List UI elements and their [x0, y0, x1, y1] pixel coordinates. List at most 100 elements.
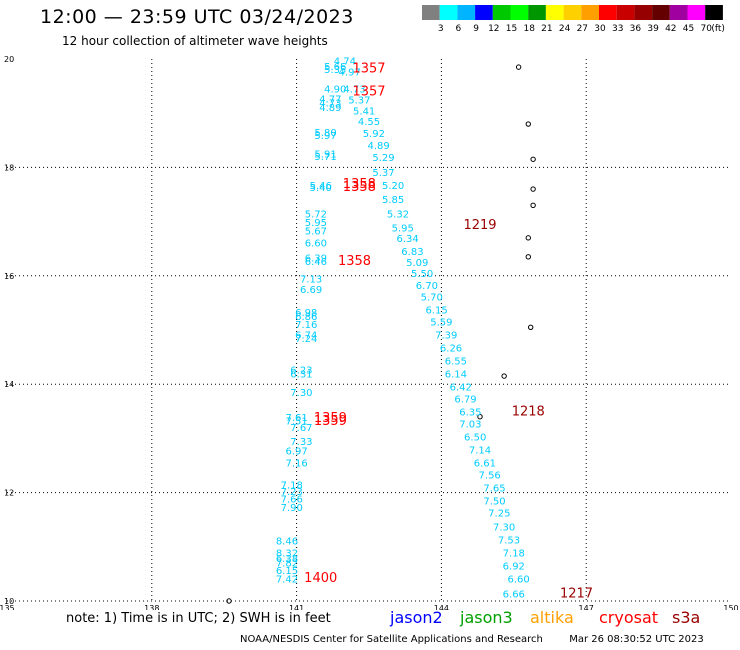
time-label: 1359: [314, 414, 347, 429]
legend-swatch: [599, 5, 617, 20]
island-outline: [525, 235, 531, 241]
swh-label: 4.55: [358, 117, 380, 128]
lon-tick-label: 147: [579, 604, 594, 610]
lat-tick-label: 14: [4, 380, 14, 389]
swh-label: 7.24: [295, 334, 317, 345]
island-outline: [525, 121, 531, 127]
swh-label: 7.39: [435, 331, 457, 342]
swh-label: 6.70: [416, 281, 438, 292]
swh-label: 7.18: [503, 549, 525, 560]
legend-swatch: [616, 5, 635, 20]
swh-label: 5.66: [324, 62, 346, 73]
legend-swatch: [652, 5, 670, 20]
legend-swatch: [439, 5, 458, 20]
sat-label-jason3: jason3: [460, 608, 513, 627]
swh-label: 5.92: [363, 129, 385, 140]
swh-label: 6.55: [445, 357, 467, 368]
legend-tick-label: 18: [523, 24, 535, 34]
swh-label: 7.18: [281, 480, 303, 491]
swh-label: 4.77: [319, 94, 341, 105]
swh-label: 5.72: [305, 209, 327, 220]
legend-swatch: [687, 5, 706, 20]
swh-label: 6.69: [300, 285, 322, 296]
swh-label: 4.74: [334, 56, 356, 67]
lon-tick-label: 141: [289, 604, 304, 610]
legend-tick-label: 30: [594, 24, 606, 34]
swh-label: 7.66: [281, 494, 303, 505]
legend-swatch: [545, 5, 564, 20]
lon-tick-label: 144: [434, 604, 449, 610]
legend-swatch: [475, 5, 493, 20]
swh-label: 6.74: [295, 331, 317, 342]
swh-label: 7.56: [479, 471, 501, 482]
swh-label: 5.91: [314, 150, 336, 161]
legend-unit-label: (ft): [711, 24, 725, 34]
legend-swatch: [510, 5, 529, 20]
legend-tick-label: 6: [456, 24, 462, 34]
credit-text: NOAA/NESDIS Center for Satellite Applica…: [240, 634, 543, 645]
swh-label: 5.32: [387, 209, 409, 220]
island-outline: [477, 414, 483, 420]
footer-credit: NOAA/NESDIS Center for Satellite Applica…: [240, 634, 704, 645]
swh-label: 7.53: [498, 536, 520, 547]
swh-label: 8.46: [276, 537, 298, 548]
lon-tick-label: 135: [0, 604, 15, 610]
island-outline: [530, 202, 536, 209]
swh-label: 5.37: [348, 95, 370, 106]
swh-label: 6.31: [290, 370, 312, 381]
island-outline: [530, 156, 536, 162]
swh-label: 6.60: [507, 575, 529, 586]
legend-swatch: [528, 5, 546, 20]
swh-label: 7.51: [285, 416, 307, 427]
legend-swatch: [492, 5, 511, 20]
swh-label: 5.80: [314, 128, 336, 139]
legend-swatch: [457, 5, 476, 20]
swh-label: 7.23: [281, 487, 303, 498]
swh-label: 6.35: [459, 408, 481, 419]
swh-label: 6.79: [454, 395, 476, 406]
swh-label: 5.40: [310, 183, 332, 194]
time-label: 1357: [352, 62, 385, 77]
swh-label: 4.89: [368, 141, 390, 152]
swh-label: 8.32: [276, 549, 298, 560]
lat-tick-label: 20: [4, 55, 14, 64]
legend-swatch: [669, 5, 688, 20]
time-label: 1219: [463, 218, 496, 233]
swh-label: 5.29: [372, 153, 394, 164]
swh-label: 5.50: [411, 269, 433, 280]
swh-label: 7.50: [483, 497, 505, 508]
swh-label: 5.46: [310, 181, 332, 192]
time-label: 1218: [512, 405, 545, 420]
swh-label: 5.85: [382, 195, 404, 206]
legend-tick-label: 33: [612, 24, 623, 34]
island-outline: [530, 186, 536, 192]
legend-tick-label: 15: [506, 24, 517, 34]
swh-label: 5.37: [372, 168, 394, 179]
swh-label: 6.50: [464, 433, 486, 444]
swh-label: 5.95: [305, 218, 327, 229]
page-subtitle: 12 hour collection of altimeter wave hei…: [62, 34, 328, 48]
time-label: 1358: [343, 177, 376, 192]
swh-label: 5.70: [421, 293, 443, 304]
swh-label: 7.03: [459, 420, 481, 431]
swh-label: 5.41: [353, 106, 375, 117]
legend-tick-label: 27: [577, 24, 588, 34]
lat-tick-label: 16: [4, 272, 14, 281]
lon-tick-label: 150: [723, 604, 738, 610]
time-label: 1357: [352, 84, 385, 99]
swh-label: 7.61: [285, 413, 307, 424]
swh-label: 4.97: [339, 67, 361, 78]
legend-swatch: [581, 5, 599, 20]
swh-label: 5.97: [314, 131, 336, 142]
swh-label: 7.25: [488, 508, 510, 519]
swh-label: 7.14: [469, 446, 491, 457]
swh-label: 6.23: [290, 365, 312, 376]
island-outline: [527, 324, 534, 330]
footer-note: note: 1) Time is in UTC; 2) SWH is in fe…: [66, 611, 331, 626]
island-outline: [501, 373, 507, 379]
swh-label: 7.82: [276, 558, 298, 569]
swh-label: 6.83: [401, 247, 423, 258]
swh-label: 6.97: [285, 447, 307, 458]
